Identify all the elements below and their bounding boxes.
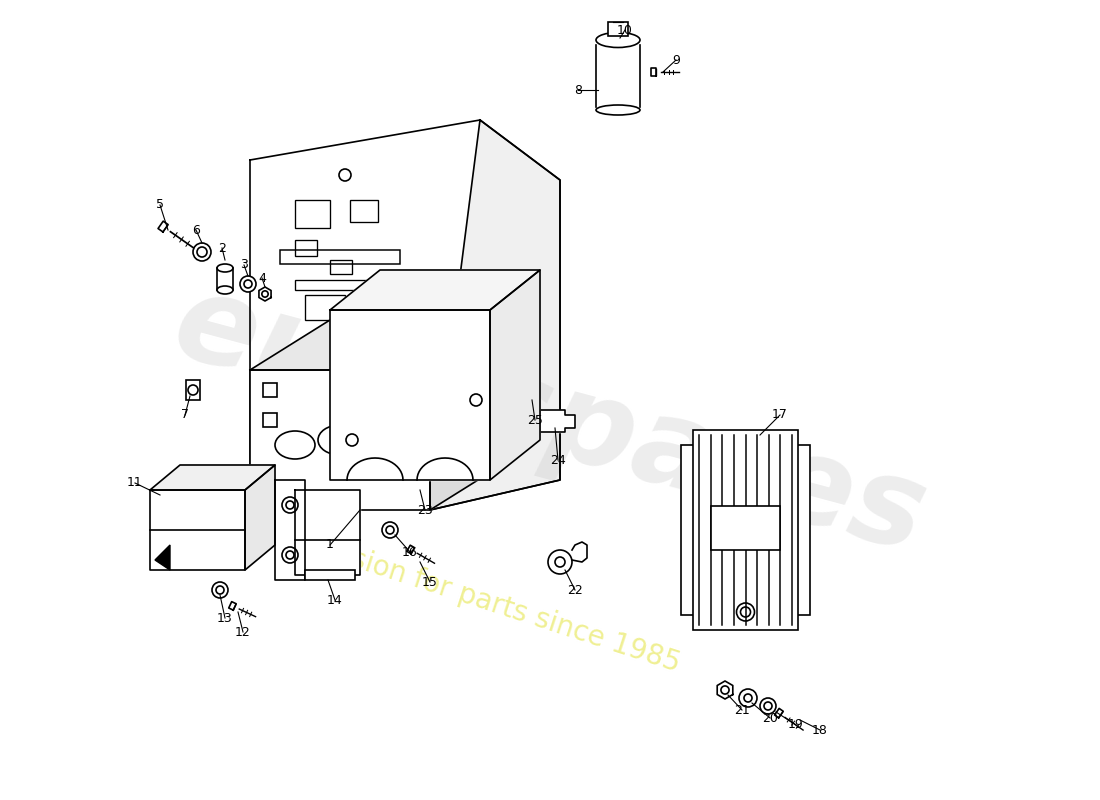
Bar: [295, 280, 370, 290]
Circle shape: [282, 547, 298, 563]
Circle shape: [382, 522, 398, 538]
Text: 10: 10: [617, 23, 632, 37]
Bar: [608, 22, 628, 36]
Text: 14: 14: [327, 594, 343, 606]
Text: 12: 12: [235, 626, 251, 638]
Polygon shape: [229, 602, 236, 610]
Polygon shape: [250, 320, 510, 370]
Circle shape: [760, 698, 775, 714]
Bar: [330, 260, 352, 274]
Text: 15: 15: [422, 575, 438, 589]
Text: 18: 18: [812, 723, 828, 737]
Text: 3: 3: [240, 258, 248, 271]
Polygon shape: [330, 270, 540, 310]
Text: 21: 21: [734, 703, 750, 717]
Circle shape: [739, 689, 757, 707]
Text: 5: 5: [156, 198, 164, 211]
Text: 17: 17: [772, 409, 788, 422]
Bar: [711, 506, 780, 550]
Text: 11: 11: [128, 477, 143, 490]
Polygon shape: [540, 410, 575, 432]
Text: 24: 24: [550, 454, 565, 466]
Circle shape: [212, 582, 228, 598]
Text: 4: 4: [258, 271, 266, 285]
Polygon shape: [245, 465, 275, 570]
Polygon shape: [250, 370, 430, 510]
Circle shape: [522, 388, 537, 402]
Text: 19: 19: [788, 718, 804, 731]
Circle shape: [192, 243, 211, 261]
Bar: [355, 290, 383, 310]
Text: a passion for parts since 1985: a passion for parts since 1985: [276, 522, 684, 678]
Polygon shape: [650, 68, 656, 76]
Bar: [796, 445, 810, 615]
Polygon shape: [717, 681, 733, 699]
Bar: [305, 295, 345, 320]
Circle shape: [282, 497, 298, 513]
Polygon shape: [490, 270, 540, 480]
Bar: [280, 250, 400, 264]
Text: 9: 9: [672, 54, 680, 66]
Polygon shape: [430, 320, 510, 510]
Text: 8: 8: [574, 83, 582, 97]
Circle shape: [548, 550, 572, 574]
Polygon shape: [430, 120, 560, 510]
Text: 25: 25: [527, 414, 543, 426]
Bar: [295, 200, 330, 228]
Polygon shape: [258, 287, 271, 301]
Bar: [350, 200, 378, 222]
Polygon shape: [407, 546, 415, 554]
Text: 7: 7: [182, 409, 189, 422]
Text: 23: 23: [417, 503, 433, 517]
Polygon shape: [250, 120, 560, 510]
Bar: [263, 383, 277, 397]
Polygon shape: [295, 490, 360, 575]
Bar: [295, 240, 317, 256]
Text: eurospares: eurospares: [162, 263, 938, 577]
Polygon shape: [150, 465, 275, 490]
Bar: [681, 445, 695, 615]
Text: 22: 22: [568, 583, 583, 597]
Bar: [263, 413, 277, 427]
Text: 16: 16: [403, 546, 418, 558]
Circle shape: [737, 603, 755, 621]
Ellipse shape: [217, 264, 233, 272]
Polygon shape: [158, 221, 168, 232]
Polygon shape: [774, 709, 783, 718]
Text: 2: 2: [218, 242, 226, 254]
Polygon shape: [275, 480, 305, 580]
Ellipse shape: [596, 105, 640, 115]
Text: 6: 6: [192, 223, 200, 237]
Circle shape: [240, 276, 256, 292]
Text: 13: 13: [217, 611, 233, 625]
Polygon shape: [155, 545, 170, 570]
Text: 1: 1: [326, 538, 334, 551]
Bar: [693, 430, 798, 630]
Polygon shape: [330, 310, 490, 480]
Ellipse shape: [596, 33, 640, 47]
Bar: [305, 570, 355, 580]
Bar: [186, 380, 200, 400]
Polygon shape: [150, 490, 245, 570]
Text: 20: 20: [762, 711, 778, 725]
Ellipse shape: [217, 286, 233, 294]
